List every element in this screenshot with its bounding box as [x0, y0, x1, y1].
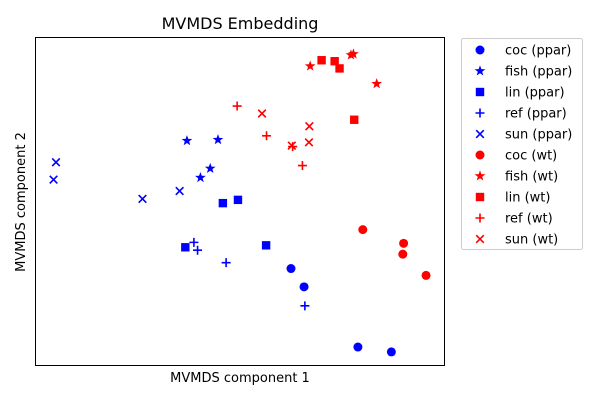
data-point-plus-3-3	[300, 301, 310, 311]
legend-label-7: lin (wt)	[505, 191, 550, 206]
data-point-plus-8-0	[232, 101, 242, 111]
legend-label-4: sun (ppar)	[505, 128, 572, 143]
legend: coc (ppar) fish (ppar) lin (ppar) ref (ppar…	[461, 38, 583, 250]
data-point-circle-5-2	[398, 249, 408, 259]
chart-title: MVMDS Embedding	[162, 14, 319, 33]
legend-marker-2	[475, 87, 485, 97]
data-point-square-2-0	[218, 198, 228, 208]
legend-marker-3	[475, 108, 485, 118]
legend-frame	[461, 38, 583, 250]
legend-label-9: sun (wt)	[505, 233, 558, 248]
data-point-star-1-0	[181, 135, 193, 146]
data-point-x-4-0	[51, 157, 61, 167]
data-point-square-2-2	[181, 243, 190, 252]
data-point-plus-8-3	[297, 161, 307, 171]
data-point-star-6-2	[348, 48, 359, 59]
data-point-circle-0-1	[299, 282, 309, 292]
legend-label-8: ref (wt)	[505, 212, 553, 227]
legend-marker-1	[474, 65, 486, 76]
legend-label-6: fish (wt)	[505, 170, 558, 185]
plot-frame	[35, 37, 445, 366]
data-point-x-4-3	[175, 186, 184, 196]
data-points	[49, 48, 431, 357]
data-point-square-7-0	[317, 56, 326, 65]
legend-marker-9	[475, 234, 485, 244]
data-point-circle-5-1	[399, 238, 409, 248]
data-point-x-9-1	[304, 121, 314, 131]
data-point-square-7-1	[330, 57, 339, 66]
data-point-circle-0-2	[353, 342, 363, 352]
data-point-x-4-2	[138, 194, 147, 204]
legend-marker-0	[475, 45, 485, 55]
data-point-plus-3-0	[189, 237, 199, 247]
plot-area	[35, 37, 445, 366]
legend-label-2: lin (ppar)	[505, 86, 565, 101]
data-point-square-7-3	[350, 115, 359, 124]
legend-marker-8	[475, 213, 485, 223]
data-point-square-7-2	[335, 64, 344, 73]
legend-marker-4	[475, 129, 485, 139]
x-axis-label: MVMDS component 1	[170, 371, 310, 386]
data-point-square-2-1	[233, 195, 243, 205]
legend-label-5: coc (wt)	[505, 149, 557, 164]
data-point-circle-5-0	[358, 225, 368, 235]
data-point-circle-5-3	[421, 270, 431, 280]
legend-marker-6	[474, 170, 486, 181]
data-point-x-9-2	[287, 141, 297, 150]
data-point-square-2-3	[261, 241, 271, 250]
data-point-x-9-0	[257, 109, 267, 118]
data-point-x-9-3	[304, 137, 314, 147]
data-point-star-6-3	[371, 78, 383, 89]
legend-label-1: fish (ppar)	[505, 65, 572, 80]
data-point-x-4-1	[49, 175, 58, 184]
data-point-star-6-0	[304, 60, 316, 71]
legend-marker-7	[475, 192, 485, 202]
data-point-star-1-3	[204, 162, 216, 173]
legend-label-0: coc (ppar)	[505, 44, 571, 59]
y-axis-label: MVMDS component 2	[14, 132, 29, 272]
data-point-plus-8-1	[262, 131, 272, 141]
data-point-plus-3-1	[193, 245, 203, 255]
data-point-circle-0-3	[386, 347, 396, 357]
data-point-star-1-1	[212, 134, 224, 145]
data-point-plus-3-2	[221, 258, 231, 268]
data-point-circle-0-0	[286, 264, 296, 274]
legend-label-3: ref (ppar)	[505, 107, 567, 122]
legend-marker-5	[475, 150, 485, 160]
data-point-star-1-2	[195, 172, 206, 183]
